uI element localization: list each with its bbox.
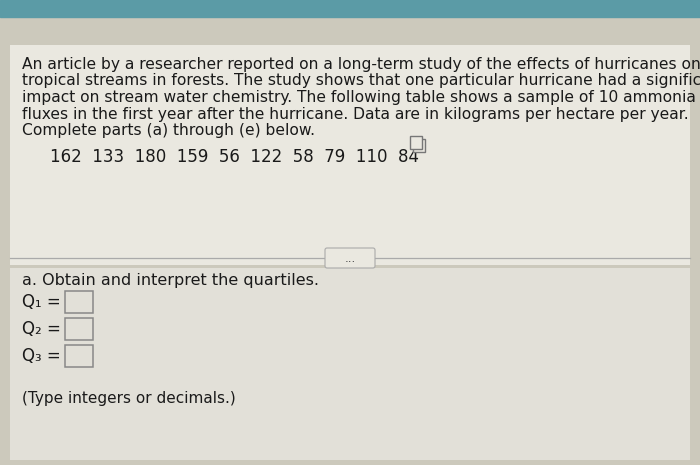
FancyBboxPatch shape: [65, 318, 93, 340]
Text: fluxes in the first year after the hurricane. Data are in kilograms per hectare : fluxes in the first year after the hurri…: [22, 106, 689, 121]
Text: ...: ...: [344, 252, 356, 265]
Text: Complete parts (a) through (e) below.: Complete parts (a) through (e) below.: [22, 123, 315, 138]
Bar: [0, 0, 700, 17]
FancyBboxPatch shape: [410, 137, 422, 150]
FancyBboxPatch shape: [65, 345, 93, 367]
FancyBboxPatch shape: [413, 140, 425, 153]
Text: 162  133  180  159  56  122  58  79  110  84: 162 133 180 159 56 122 58 79 110 84: [50, 147, 419, 166]
Text: An article by a researcher reported on a long-term study of the effects of hurri: An article by a researcher reported on a…: [22, 57, 700, 72]
Text: Q₁ =: Q₁ =: [22, 293, 61, 311]
Text: tropical streams in forests. The study shows that one particular hurricane had a: tropical streams in forests. The study s…: [22, 73, 700, 88]
Text: Q₃ =: Q₃ =: [22, 347, 61, 365]
FancyBboxPatch shape: [325, 248, 375, 268]
FancyBboxPatch shape: [65, 291, 93, 313]
Text: (Type integers or decimals.): (Type integers or decimals.): [22, 391, 236, 406]
Text: a. Obtain and interpret the quartiles.: a. Obtain and interpret the quartiles.: [22, 273, 319, 288]
Text: impact on stream water chemistry. The following table shows a sample of 10 ammon: impact on stream water chemistry. The fo…: [22, 90, 696, 105]
Bar: [10, 45, 690, 265]
Text: Q₂ =: Q₂ =: [22, 320, 61, 338]
Bar: [10, 268, 690, 460]
